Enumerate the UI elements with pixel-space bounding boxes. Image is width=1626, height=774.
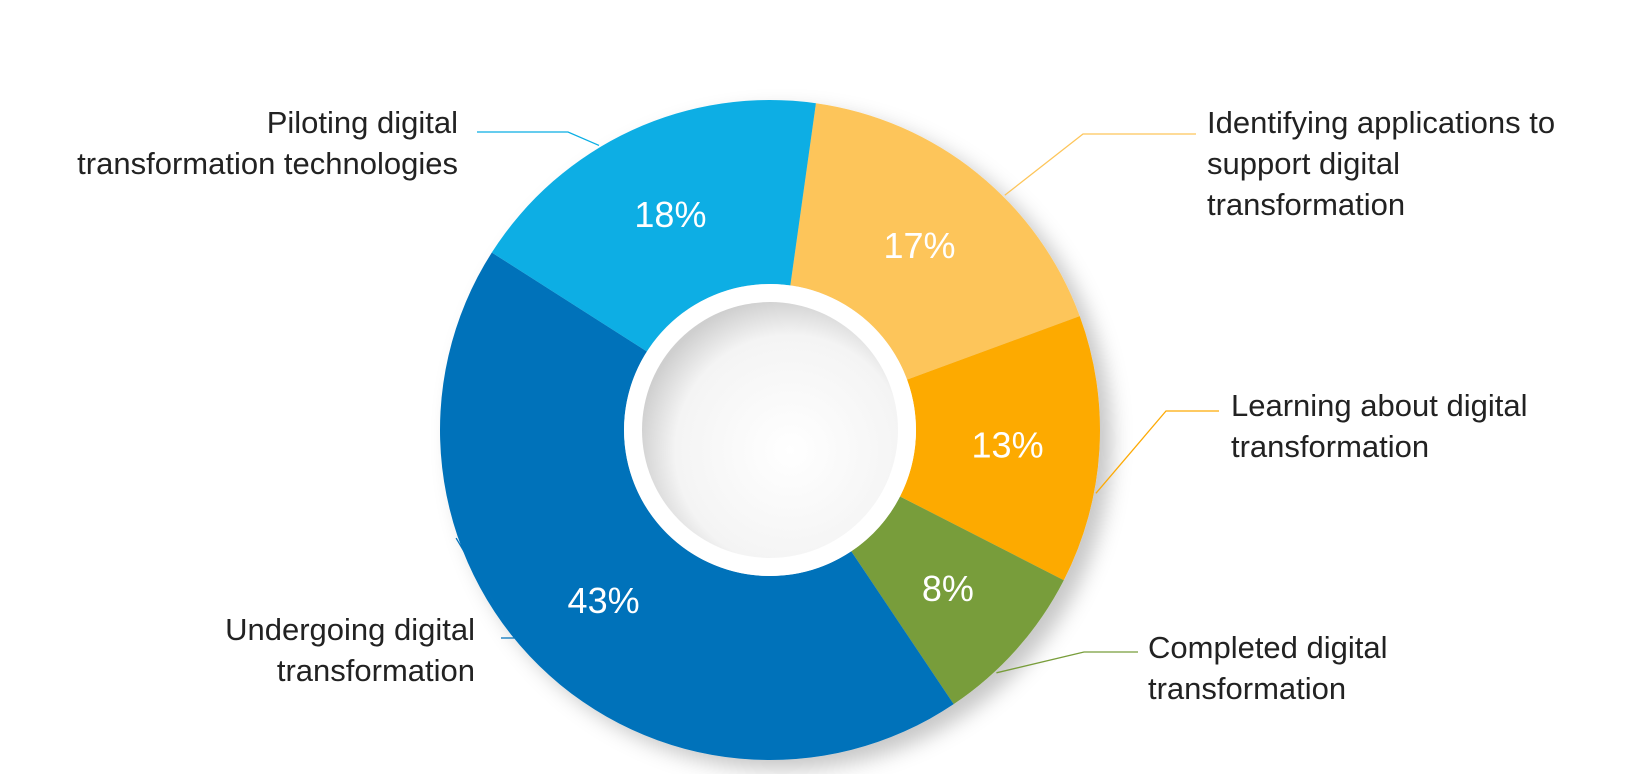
slice-label-line: support digital [1207, 146, 1401, 181]
slice-label-line: transformation [1207, 187, 1406, 222]
donut-slices [439, 99, 1100, 761]
donut-hole [624, 284, 916, 576]
value-label-undergoing: 43% [568, 580, 640, 621]
slice-label-line: transformation [1231, 429, 1430, 464]
slice-label-piloting: Piloting digital transformation technolo… [77, 102, 458, 184]
value-label-completed: 8% [922, 568, 974, 609]
slice-label-learning: Learning about digital transformation [1231, 385, 1527, 467]
leader-line-learning [1095, 410, 1219, 494]
slice-label-line: Completed digital [1148, 630, 1388, 665]
leader-line-identifying [1004, 133, 1196, 196]
slice-label-completed: Completed digital transformation [1148, 627, 1388, 709]
value-label-piloting: 18% [634, 194, 706, 235]
slice-label-undergoing: Undergoing digital transformation [225, 609, 475, 691]
slice-label-line: Learning about digital [1231, 388, 1528, 423]
donut-slice-identifying [790, 103, 1080, 380]
leader-lines [455, 131, 1219, 674]
slice-label-line: transformation [1148, 671, 1347, 706]
leader-line-piloting [477, 131, 600, 147]
value-label-learning: 13% [972, 424, 1044, 465]
slice-label-line: Piloting digital [266, 105, 458, 140]
donut-slice-learning [899, 316, 1100, 581]
donut-slice-completed [851, 496, 1064, 705]
slice-label-line: Identifying applications to [1207, 105, 1556, 140]
percent-labels: 17% 13% 8% 43% 18% [568, 194, 1044, 621]
slice-label-line: transformation [276, 653, 475, 688]
slice-label-identifying: Identifying applications to support digi… [1207, 102, 1555, 225]
donut-slice-piloting [491, 99, 816, 352]
slice-label-line: Undergoing digital [225, 612, 475, 647]
leader-line-undergoing [455, 537, 517, 639]
slice-label-line: transformation technologies [77, 146, 458, 181]
leader-line-completed [996, 651, 1138, 674]
donut-slice-undergoing [439, 252, 954, 761]
value-label-identifying: 17% [883, 225, 955, 266]
